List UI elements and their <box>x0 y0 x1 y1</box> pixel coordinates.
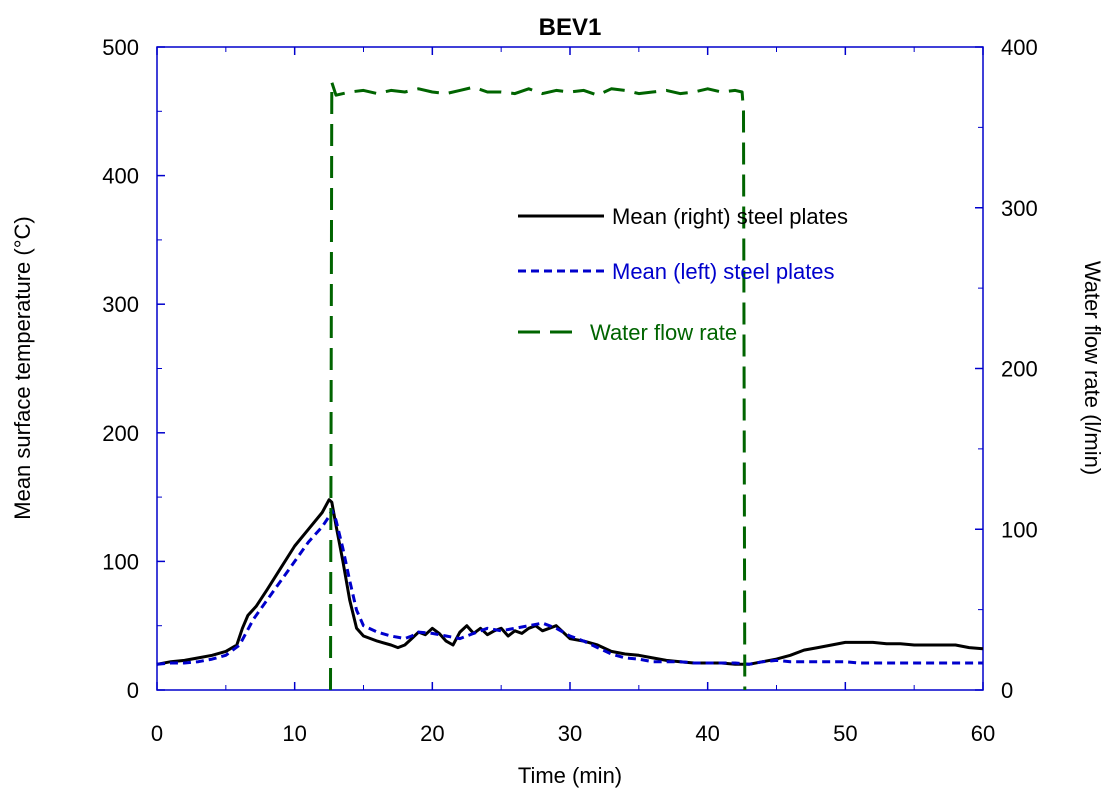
legend-label-series-0: Mean (right) steel plates <box>612 204 848 229</box>
y-left-tick-label: 0 <box>127 678 139 703</box>
x-tick-label: 20 <box>420 721 444 746</box>
axis-ticks <box>156 46 984 691</box>
y-left-tick-label: 100 <box>102 549 139 574</box>
series-line-1 <box>156 508 983 666</box>
x-tick-label: 10 <box>282 721 306 746</box>
x-tick-label: 30 <box>558 721 582 746</box>
y-left-tick-label: 400 <box>102 164 139 189</box>
legend-label-series-1: Mean (left) steel plates <box>612 259 835 284</box>
y-right-tick-label: 200 <box>1001 357 1038 382</box>
tick-labels: 0 10 20 30 40 50 60010020030040050001002003004… <box>102 35 1037 746</box>
x-tick-label: 40 <box>695 721 719 746</box>
legend: Mean (right) steel plates Mean (left) st… <box>518 204 848 345</box>
y-right-tick-label: 0 <box>1001 678 1013 703</box>
series-line-0 <box>156 498 984 666</box>
y-right-tick-label: 100 <box>1001 517 1038 542</box>
plot-frame <box>156 46 984 691</box>
x-axis-title: Time (min) <box>518 763 622 788</box>
legend-label-series-2: Water flow rate <box>590 320 737 345</box>
y-right-axis-title: Water flow rate (l/min) <box>1080 261 1105 475</box>
y-right-tick-label: 400 <box>1001 35 1038 60</box>
x-tick-label: 0 <box>151 721 163 746</box>
series-line-2 <box>329 80 747 691</box>
x-tick-label: 60 <box>971 721 995 746</box>
series-layer <box>156 80 984 691</box>
y-left-tick-label: 200 <box>102 421 139 446</box>
y-right-tick-label: 300 <box>1001 196 1038 221</box>
y-left-tick-label: 300 <box>102 292 139 317</box>
x-tick-label: 50 <box>833 721 857 746</box>
chart-title: BEV1 <box>539 14 602 41</box>
y-left-axis-title: Mean surface temperature (°C) <box>10 216 35 519</box>
y-left-tick-label: 500 <box>102 35 139 60</box>
